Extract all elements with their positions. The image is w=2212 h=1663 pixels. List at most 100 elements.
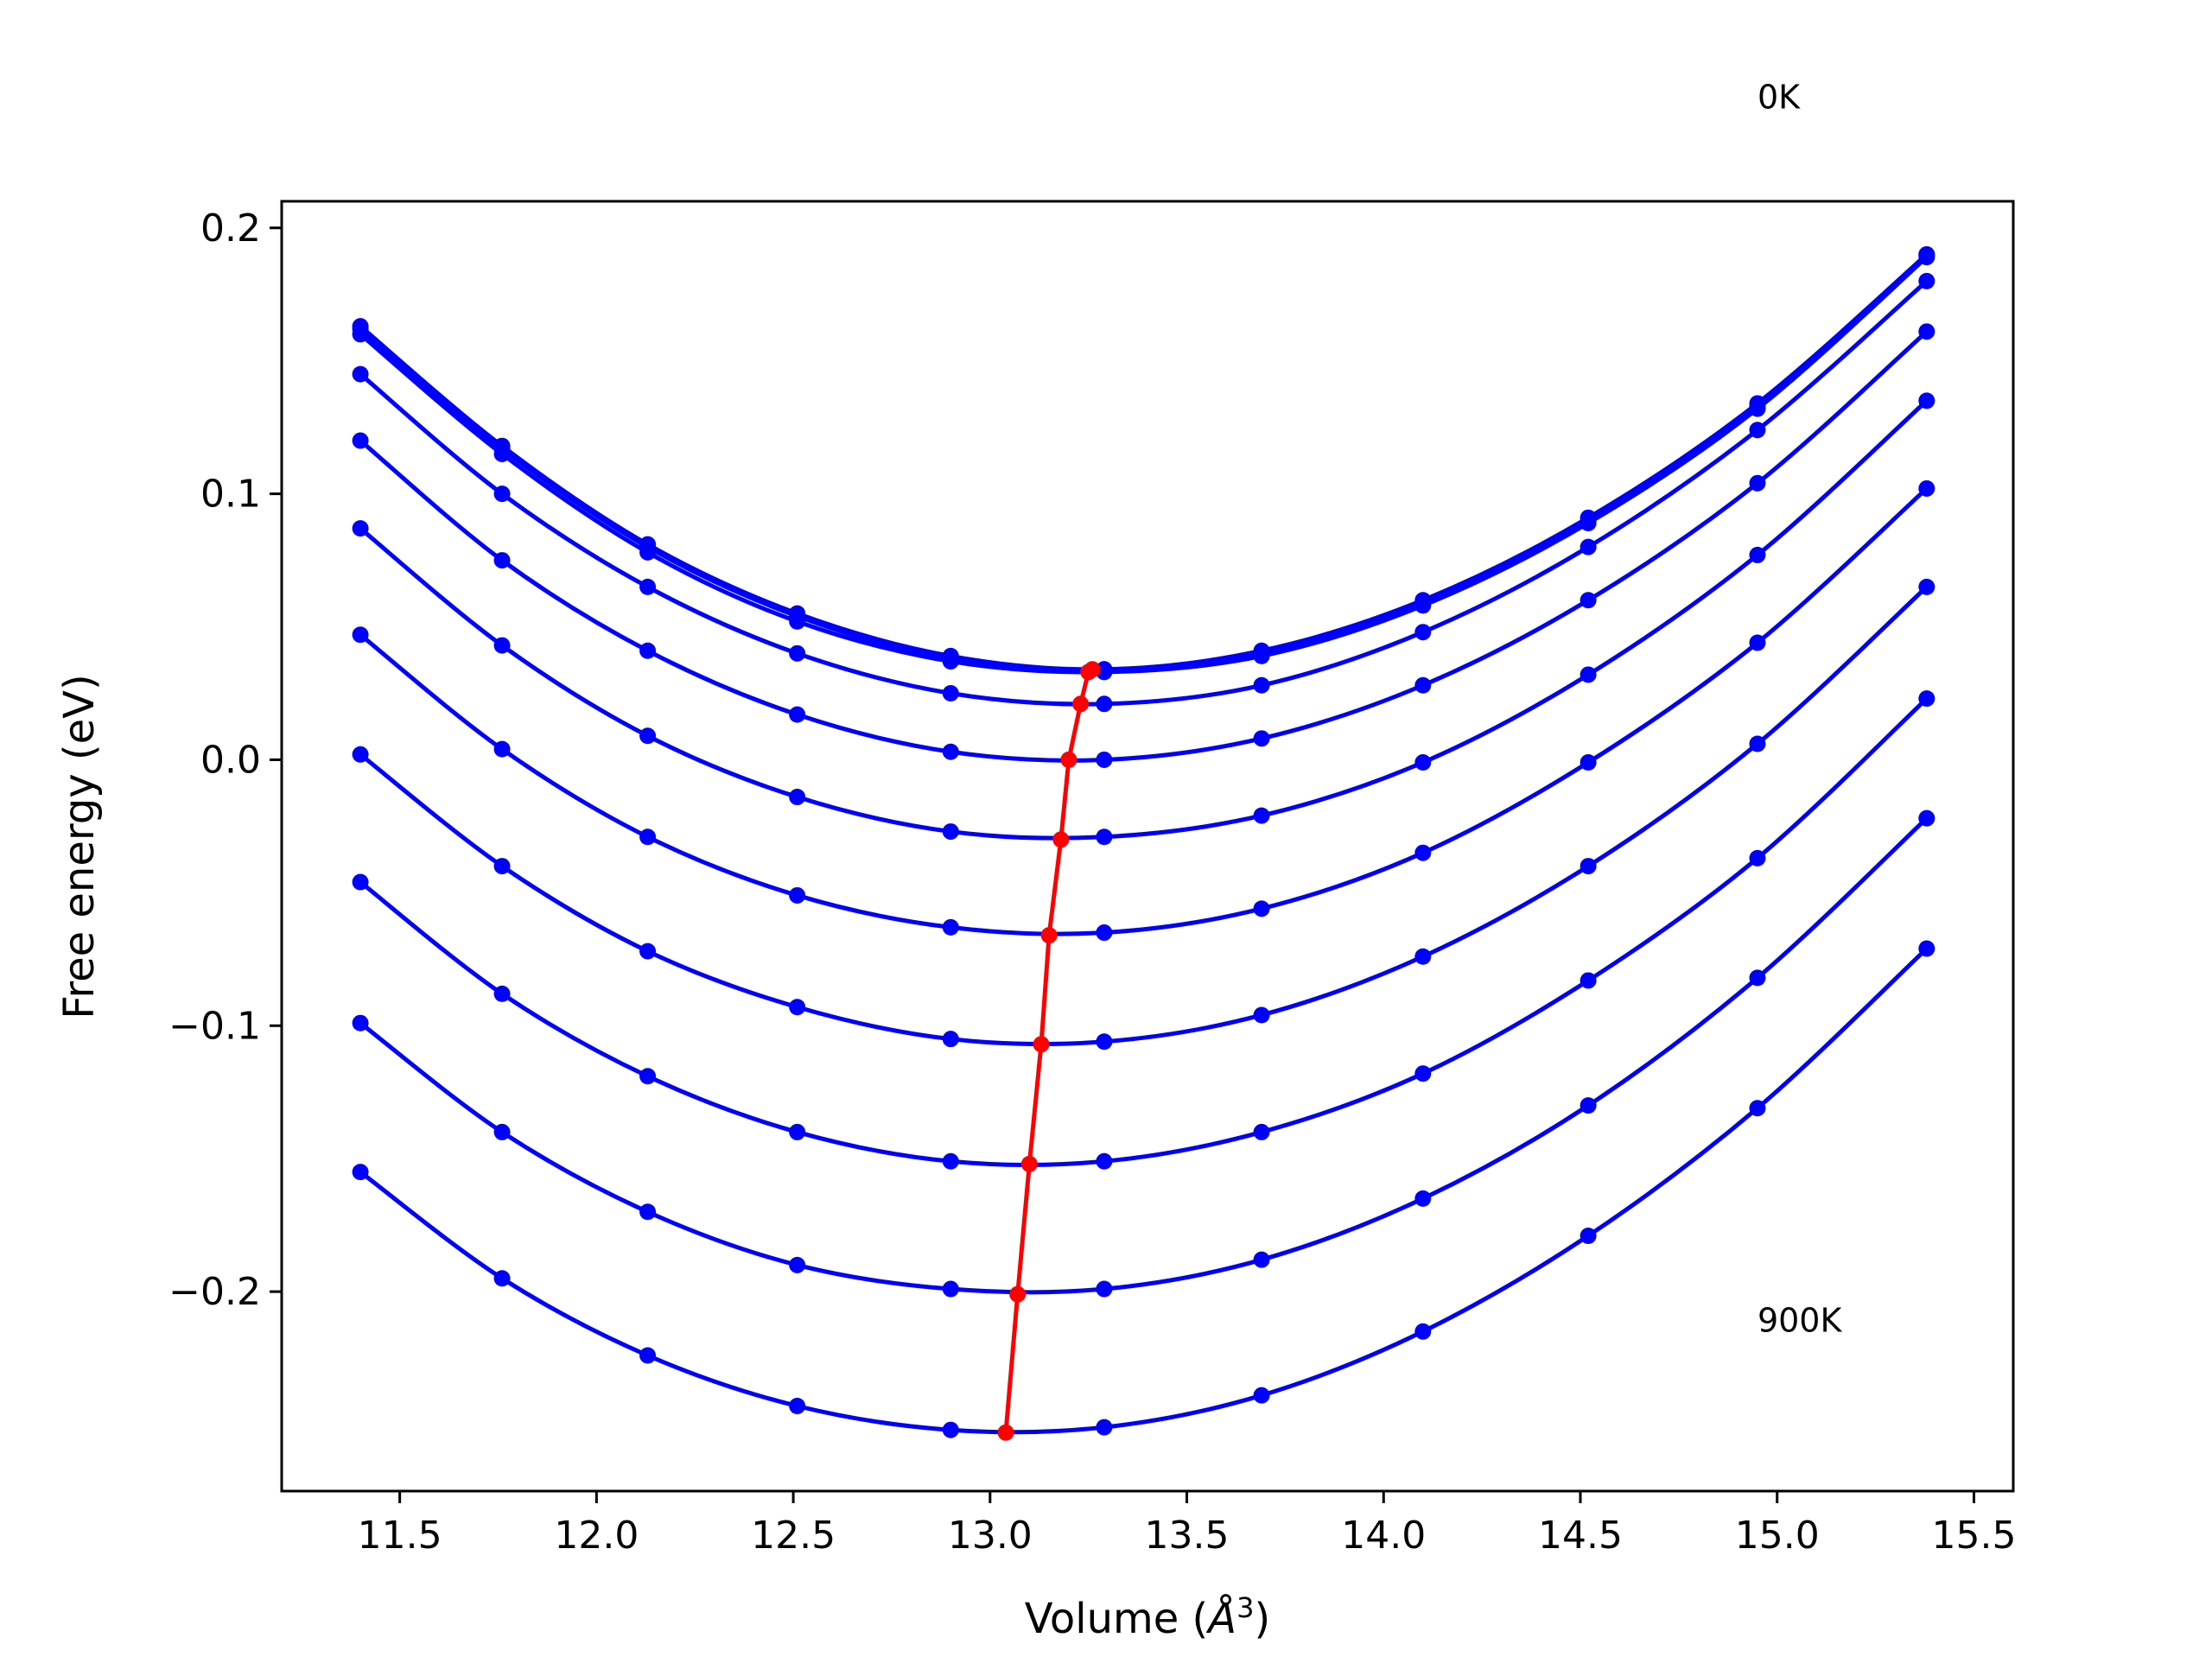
data-point	[1918, 690, 1936, 708]
series-line	[359, 329, 1929, 763]
data-point	[352, 746, 369, 763]
data-point	[789, 1256, 806, 1273]
equilibrium-volume-line	[997, 661, 1101, 1441]
data-point	[1414, 1065, 1432, 1082]
data-point	[639, 828, 657, 846]
series-curve-2	[352, 249, 1936, 681]
data-point	[352, 365, 369, 383]
data-point	[1749, 400, 1766, 417]
x-tick-label: 15.5	[1931, 1514, 2016, 1558]
series-line	[359, 486, 1929, 936]
data-point	[493, 858, 511, 875]
data-point	[942, 653, 959, 670]
data-point	[1096, 828, 1113, 846]
data-point	[1096, 695, 1113, 713]
y-tick-label: −0.1	[168, 1004, 261, 1048]
y-axis-title: Free energy (eV)	[55, 674, 104, 1019]
data-point	[789, 999, 806, 1016]
data-point	[1918, 479, 1936, 497]
data-point	[1096, 1419, 1113, 1436]
data-point	[1253, 1387, 1270, 1404]
data-point	[352, 432, 369, 449]
plot-data	[352, 246, 1936, 1441]
data-point	[789, 1397, 806, 1414]
data-point	[1580, 666, 1597, 683]
minimum-point	[997, 1424, 1014, 1441]
minimum-point	[1072, 695, 1090, 713]
data-point	[942, 918, 959, 936]
data-point	[1580, 1097, 1597, 1114]
data-point	[1414, 597, 1432, 614]
data-point	[1580, 1227, 1597, 1244]
data-point	[942, 1152, 959, 1170]
data-point	[1253, 1251, 1270, 1268]
data-point	[1414, 624, 1432, 641]
data-point	[789, 886, 806, 904]
x-tick-label: 13.0	[948, 1514, 1033, 1558]
data-point	[1749, 422, 1766, 439]
data-point	[493, 445, 511, 462]
data-point	[639, 1068, 657, 1085]
data-point	[1918, 809, 1936, 827]
annotation-0k: 0K	[1758, 78, 1801, 116]
data-point	[1414, 1190, 1432, 1207]
data-point	[352, 1164, 369, 1181]
data-point	[1096, 751, 1113, 768]
data-point	[1253, 647, 1270, 664]
data-point	[1414, 948, 1432, 965]
data-point	[1749, 849, 1766, 866]
data-point	[493, 740, 511, 758]
minimum-point	[1080, 663, 1097, 681]
x-axis-title: Volume (Å3)	[1025, 1591, 1270, 1643]
y-tick-label: 0.1	[200, 473, 261, 517]
minimum-point	[1060, 751, 1077, 768]
series-line	[359, 279, 1929, 707]
minimum-point	[1009, 1285, 1027, 1303]
x-tick-label: 15.0	[1735, 1514, 1820, 1558]
data-point	[1580, 858, 1597, 875]
series-curve-7	[352, 578, 1936, 1050]
data-point	[639, 642, 657, 659]
data-point	[942, 684, 959, 701]
data-point	[493, 1123, 511, 1140]
data-point	[1253, 900, 1270, 917]
series-curve-3	[352, 272, 1936, 713]
data-point	[639, 727, 657, 745]
series-curve-8	[352, 690, 1936, 1170]
y-tick-label: −0.2	[168, 1270, 261, 1314]
x-tick-label: 12.5	[751, 1514, 836, 1558]
data-point	[1918, 392, 1936, 409]
x-tick-label: 12.0	[554, 1514, 639, 1558]
series-curve-6	[352, 479, 1936, 942]
data-point	[942, 743, 959, 760]
x-axis-ticks: 11.5 12.0 12.5 13.0 13.5 14.0 14.5 15.0 15.5	[358, 1491, 2016, 1558]
data-point	[493, 985, 511, 1002]
data-point	[1253, 730, 1270, 747]
data-point	[1918, 249, 1936, 266]
series-line	[359, 252, 1929, 672]
data-point	[1749, 1100, 1766, 1117]
data-point	[1580, 514, 1597, 531]
data-point	[1918, 940, 1936, 957]
data-point	[1414, 754, 1432, 771]
series-curve-5	[352, 392, 1936, 846]
minimum-point	[1020, 1155, 1038, 1172]
data-point	[639, 1203, 657, 1221]
annotation-900k: 900K	[1758, 1301, 1843, 1339]
series-line	[359, 255, 1929, 675]
data-point	[1749, 474, 1766, 492]
data-point	[1918, 272, 1936, 289]
data-point	[1580, 754, 1597, 771]
data-point	[1414, 676, 1432, 694]
data-point	[1253, 807, 1270, 824]
data-point	[493, 552, 511, 569]
data-point	[1096, 1280, 1113, 1298]
data-point	[639, 943, 657, 960]
data-point	[789, 644, 806, 662]
data-point	[1253, 676, 1270, 694]
data-point	[1096, 1033, 1113, 1050]
data-point	[639, 578, 657, 595]
series-curve-10	[352, 940, 1936, 1438]
series-curve-4	[352, 323, 1936, 768]
data-point	[942, 1421, 959, 1438]
